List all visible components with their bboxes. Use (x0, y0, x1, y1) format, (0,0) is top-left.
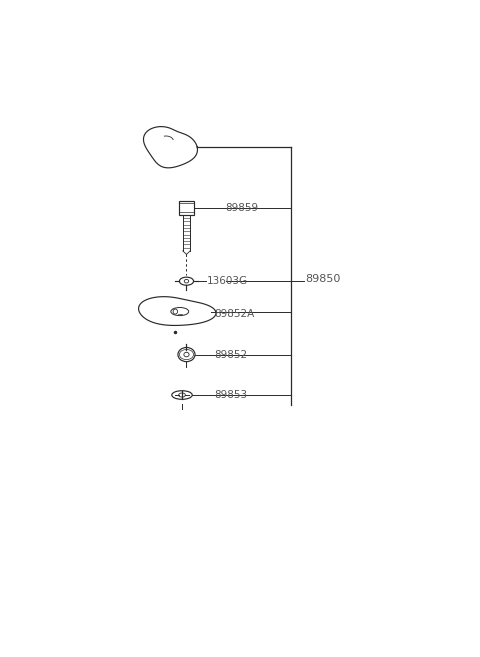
Ellipse shape (180, 277, 193, 285)
Ellipse shape (184, 352, 189, 357)
Ellipse shape (171, 307, 189, 315)
Ellipse shape (178, 348, 195, 361)
Ellipse shape (172, 391, 192, 399)
Text: 89850: 89850 (305, 274, 341, 284)
Bar (179, 201, 194, 215)
Ellipse shape (180, 350, 193, 359)
Ellipse shape (179, 393, 185, 397)
Text: 89853: 89853 (215, 390, 248, 400)
Text: 89859: 89859 (226, 203, 259, 213)
Ellipse shape (173, 309, 178, 314)
Text: 89852: 89852 (215, 350, 248, 359)
Text: 13603G: 13603G (207, 276, 248, 286)
Text: 89852A: 89852A (215, 309, 254, 319)
Ellipse shape (184, 279, 189, 283)
